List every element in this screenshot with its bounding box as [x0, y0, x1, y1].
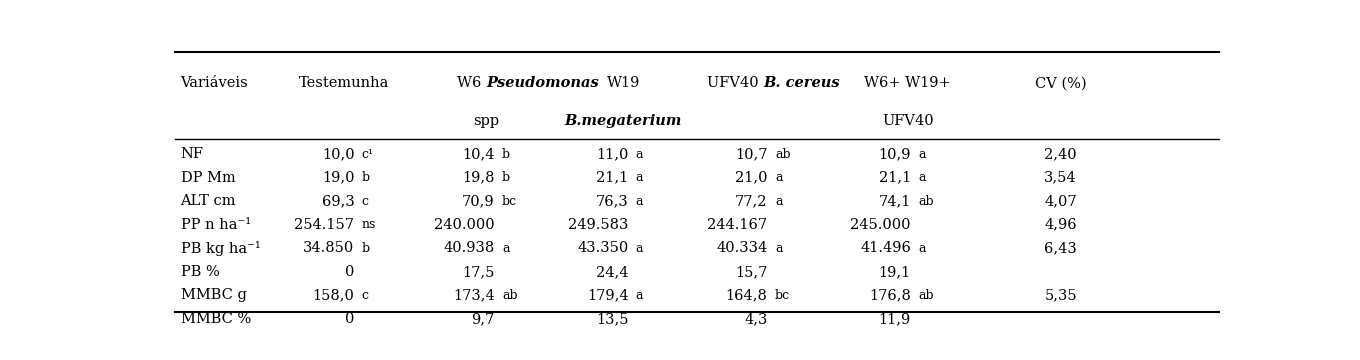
Text: MMBC g: MMBC g: [181, 288, 246, 302]
Text: 11,0: 11,0: [596, 147, 628, 161]
Text: 179,4: 179,4: [588, 288, 628, 302]
Text: a: a: [918, 242, 926, 255]
Text: 40.334: 40.334: [717, 241, 767, 255]
Text: ab: ab: [502, 289, 518, 302]
Text: a: a: [636, 289, 643, 302]
Text: 4,07: 4,07: [1044, 194, 1077, 208]
Text: 4,96: 4,96: [1044, 218, 1077, 232]
Text: 11,9: 11,9: [879, 312, 911, 326]
Text: 0: 0: [345, 265, 355, 279]
Text: c: c: [362, 289, 369, 302]
Text: a: a: [636, 242, 643, 255]
Text: spp: spp: [473, 114, 499, 128]
Text: 0: 0: [345, 312, 355, 326]
Text: 240.000: 240.000: [434, 218, 495, 232]
Text: UFV40: UFV40: [883, 114, 933, 128]
Text: 19,1: 19,1: [879, 265, 911, 279]
Text: 9,7: 9,7: [472, 312, 495, 326]
Text: ALT cm: ALT cm: [181, 194, 237, 208]
Text: a: a: [502, 242, 510, 255]
Text: 10,9: 10,9: [879, 147, 911, 161]
Text: 5,35: 5,35: [1044, 288, 1077, 302]
Text: B. cereus: B. cereus: [763, 76, 840, 90]
Text: ab: ab: [775, 148, 790, 161]
Text: a: a: [918, 148, 926, 161]
Text: 43.350: 43.350: [577, 241, 628, 255]
Text: 13,5: 13,5: [596, 312, 628, 326]
Text: 19,8: 19,8: [462, 171, 495, 185]
Text: 77,2: 77,2: [736, 194, 767, 208]
Text: 164,8: 164,8: [726, 288, 767, 302]
Text: PP n ha⁻¹: PP n ha⁻¹: [181, 218, 250, 232]
Text: 10,0: 10,0: [322, 147, 355, 161]
Text: c: c: [362, 195, 369, 208]
Text: 244.167: 244.167: [707, 218, 767, 232]
Text: ab: ab: [918, 289, 934, 302]
Text: 2,40: 2,40: [1044, 147, 1077, 161]
Text: MMBC %: MMBC %: [181, 312, 250, 326]
Text: 41.496: 41.496: [860, 241, 911, 255]
Text: c¹: c¹: [362, 148, 374, 161]
Text: 34.850: 34.850: [303, 241, 355, 255]
Text: 21,1: 21,1: [596, 171, 628, 185]
Text: ab: ab: [918, 195, 934, 208]
Text: 10,4: 10,4: [462, 147, 495, 161]
Text: 76,3: 76,3: [596, 194, 628, 208]
Text: 24,4: 24,4: [596, 265, 628, 279]
Text: a: a: [775, 195, 782, 208]
Text: DP Mm: DP Mm: [181, 171, 235, 185]
Text: 173,4: 173,4: [453, 288, 495, 302]
Text: 70,9: 70,9: [462, 194, 495, 208]
Text: W6+ W19+: W6+ W19+: [865, 76, 951, 90]
Text: b: b: [502, 148, 510, 161]
Text: 3,54: 3,54: [1044, 171, 1077, 185]
Text: 158,0: 158,0: [313, 288, 355, 302]
Text: Variáveis: Variáveis: [181, 76, 249, 90]
Text: bc: bc: [502, 195, 517, 208]
Text: 74,1: 74,1: [879, 194, 911, 208]
Text: 19,0: 19,0: [322, 171, 355, 185]
Text: NF: NF: [181, 147, 204, 161]
Text: Testemunha: Testemunha: [299, 76, 389, 90]
Text: 40.938: 40.938: [443, 241, 495, 255]
Text: 249.583: 249.583: [568, 218, 628, 232]
Text: 15,7: 15,7: [736, 265, 767, 279]
Text: 4,3: 4,3: [744, 312, 767, 326]
Text: 10,7: 10,7: [736, 147, 767, 161]
Text: PB kg ha⁻¹: PB kg ha⁻¹: [181, 241, 260, 256]
Text: b: b: [502, 171, 510, 184]
Text: a: a: [636, 171, 643, 184]
Text: 21,0: 21,0: [736, 171, 767, 185]
Text: a: a: [775, 242, 782, 255]
Text: W6: W6: [457, 76, 487, 90]
Text: W19: W19: [607, 76, 641, 90]
Text: b: b: [362, 171, 370, 184]
Text: a: a: [775, 171, 782, 184]
Text: CV (%): CV (%): [1035, 76, 1087, 90]
Text: a: a: [636, 195, 643, 208]
Text: PB %: PB %: [181, 265, 219, 279]
Text: 17,5: 17,5: [462, 265, 495, 279]
Text: 254.157: 254.157: [295, 218, 355, 232]
Text: 69,3: 69,3: [322, 194, 355, 208]
Text: 176,8: 176,8: [869, 288, 911, 302]
Text: bc: bc: [775, 289, 790, 302]
Text: UFV40: UFV40: [707, 76, 763, 90]
Text: 21,1: 21,1: [879, 171, 911, 185]
Text: b: b: [362, 242, 370, 255]
Text: a: a: [636, 148, 643, 161]
Text: B.megaterium: B.megaterium: [564, 114, 681, 128]
Text: 245.000: 245.000: [850, 218, 911, 232]
Text: 6,43: 6,43: [1044, 241, 1077, 255]
Text: ns: ns: [362, 218, 377, 231]
Text: Pseudomonas: Pseudomonas: [487, 76, 598, 90]
Text: a: a: [918, 171, 926, 184]
